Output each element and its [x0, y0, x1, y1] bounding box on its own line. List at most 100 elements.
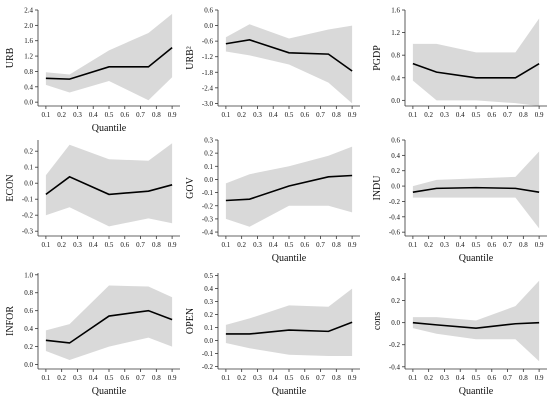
x-tick-label: 0.1 [222, 241, 231, 249]
y-tick-label: 0.6 [24, 307, 33, 315]
estimate-line [225, 39, 353, 72]
y-tick-label: -0.4 [202, 229, 214, 237]
y-tick-label: 0.2 [204, 150, 213, 158]
x-tick-label: 0.1 [409, 111, 418, 119]
y-axis-title: URB² [185, 46, 196, 70]
x-tick-label: 0.5 [105, 111, 114, 119]
x-axis-title: Quantile [272, 253, 307, 264]
x-tick-label: 0.5 [472, 241, 481, 249]
x-tick-label: 0.2 [424, 241, 433, 249]
panel-open: -0.2 -0.1 0.0 0.1 0.2 0.3 0.4 0.5 0.1 0.2 0.3 0.4 0.… [185, 272, 360, 397]
y-tick-label: -0.1 [22, 196, 34, 204]
y-tick-label: -0.3 [202, 215, 214, 223]
y-tick-label: 2.0 [24, 22, 33, 30]
x-tick-label: 0.3 [73, 374, 82, 382]
y-tick-label: -3.0 [202, 100, 214, 108]
y-tick-label: 0.4 [391, 152, 400, 160]
x-tick-label: 0.2 [237, 241, 246, 249]
confidence-band [45, 143, 173, 227]
y-tick-label: 0.4 [204, 285, 213, 293]
x-tick-label: 0.1 [409, 241, 418, 249]
x-axis-title: Quantile [92, 123, 127, 134]
x-tick-label: 0.2 [237, 374, 246, 382]
y-tick-label: 0.0 [24, 180, 33, 188]
y-tick-label: 0.3 [204, 298, 213, 306]
y-axis-title: PGDP [372, 45, 383, 71]
x-tick-label: 0.9 [348, 374, 357, 382]
x-tick-label: 0.5 [105, 241, 114, 249]
confidence-band [412, 151, 540, 229]
x-tick-label: 0.8 [152, 241, 161, 249]
x-tick-label: 0.8 [152, 111, 161, 119]
x-tick-label: 0.1 [42, 111, 51, 119]
y-tick-label: 1.6 [24, 37, 33, 45]
y-tick-label: 0.5 [204, 272, 213, 280]
y-tick-label: 0.2 [204, 311, 213, 319]
y-tick-label: 0.2 [391, 167, 400, 175]
x-tick-label: 0.9 [535, 111, 544, 119]
panel-urb: 0.0 0.4 0.8 1.2 1.6 2.0 2.4 0.1 0.2 0.3 0.4 0.5 0.6 0… [5, 7, 180, 134]
x-tick-label: 0.3 [73, 111, 82, 119]
y-tick-label: 0.4 [391, 74, 400, 82]
x-tick-label: 0.4 [89, 374, 98, 382]
estimate-line [225, 174, 353, 202]
confidence-band [45, 285, 173, 361]
y-tick-label: -1.8 [202, 69, 214, 77]
y-axis-title: cons [372, 312, 383, 330]
x-tick-label: 0.6 [120, 374, 129, 382]
y-tick-label: -0.6 [202, 38, 214, 46]
x-tick-label: 0.2 [424, 111, 433, 119]
x-tick-label: 0.8 [152, 374, 161, 382]
y-tick-label: 0.8 [24, 289, 33, 297]
x-tick-label: 0.4 [269, 241, 278, 249]
x-tick-label: 0.3 [440, 111, 449, 119]
x-tick-label: 0.5 [285, 374, 294, 382]
estimate-line [225, 321, 353, 335]
x-tick-label: 0.9 [535, 241, 544, 249]
x-tick-label: 0.4 [456, 111, 465, 119]
confidence-band [412, 280, 540, 362]
x-tick-label: 0.1 [42, 374, 51, 382]
x-tick-label: 0.7 [503, 374, 512, 382]
x-tick-label: 0.1 [222, 111, 231, 119]
y-tick-label: -0.2 [22, 212, 34, 220]
y-tick-label: 0.0 [204, 22, 213, 30]
x-tick-label: 0.6 [300, 111, 309, 119]
y-tick-label: 0.0 [204, 176, 213, 184]
x-tick-label: 0.9 [168, 241, 177, 249]
y-tick-label: -2.4 [202, 84, 214, 92]
x-tick-label: 0.3 [253, 111, 262, 119]
x-tick-label: 0.6 [120, 241, 129, 249]
x-tick-label: 0.7 [316, 374, 325, 382]
y-tick-label: 0.8 [24, 68, 33, 76]
y-axis-title: INFOR [5, 306, 16, 336]
x-tick-label: 0.3 [440, 241, 449, 249]
x-tick-label: 0.7 [316, 241, 325, 249]
x-tick-label: 0.5 [105, 374, 114, 382]
x-tick-label: 0.5 [472, 374, 481, 382]
y-tick-label: -1.2 [202, 53, 214, 61]
panel-indu: -0.6 -0.4 -0.2 0.0 0.2 0.4 0.6 0.1 0.2 0.3 0.4 0.5 0… [372, 137, 547, 264]
x-tick-label: 0.8 [519, 111, 528, 119]
y-tick-label: 0.2 [391, 297, 400, 305]
y-tick-label: -0.2 [389, 341, 401, 349]
y-tick-label: 0.4 [24, 83, 33, 91]
x-tick-label: 0.4 [89, 111, 98, 119]
x-tick-label: 0.4 [269, 111, 278, 119]
estimate-line [412, 186, 540, 194]
x-tick-label: 0.2 [57, 111, 66, 119]
confidence-band [45, 13, 173, 101]
y-tick-label: 0.1 [204, 324, 213, 332]
y-tick-label: 0.4 [391, 275, 400, 283]
confidence-band [412, 18, 540, 106]
y-tick-label: 0.1 [204, 163, 213, 171]
x-tick-label: 0.3 [73, 241, 82, 249]
y-tick-label: -0.2 [202, 363, 214, 371]
x-tick-label: 0.6 [300, 241, 309, 249]
y-tick-label: 0.2 [24, 148, 33, 156]
x-tick-label: 0.3 [253, 241, 262, 249]
x-tick-label: 0.5 [285, 111, 294, 119]
y-tick-label: 0.0 [204, 337, 213, 345]
y-tick-label: 0.8 [391, 52, 400, 60]
